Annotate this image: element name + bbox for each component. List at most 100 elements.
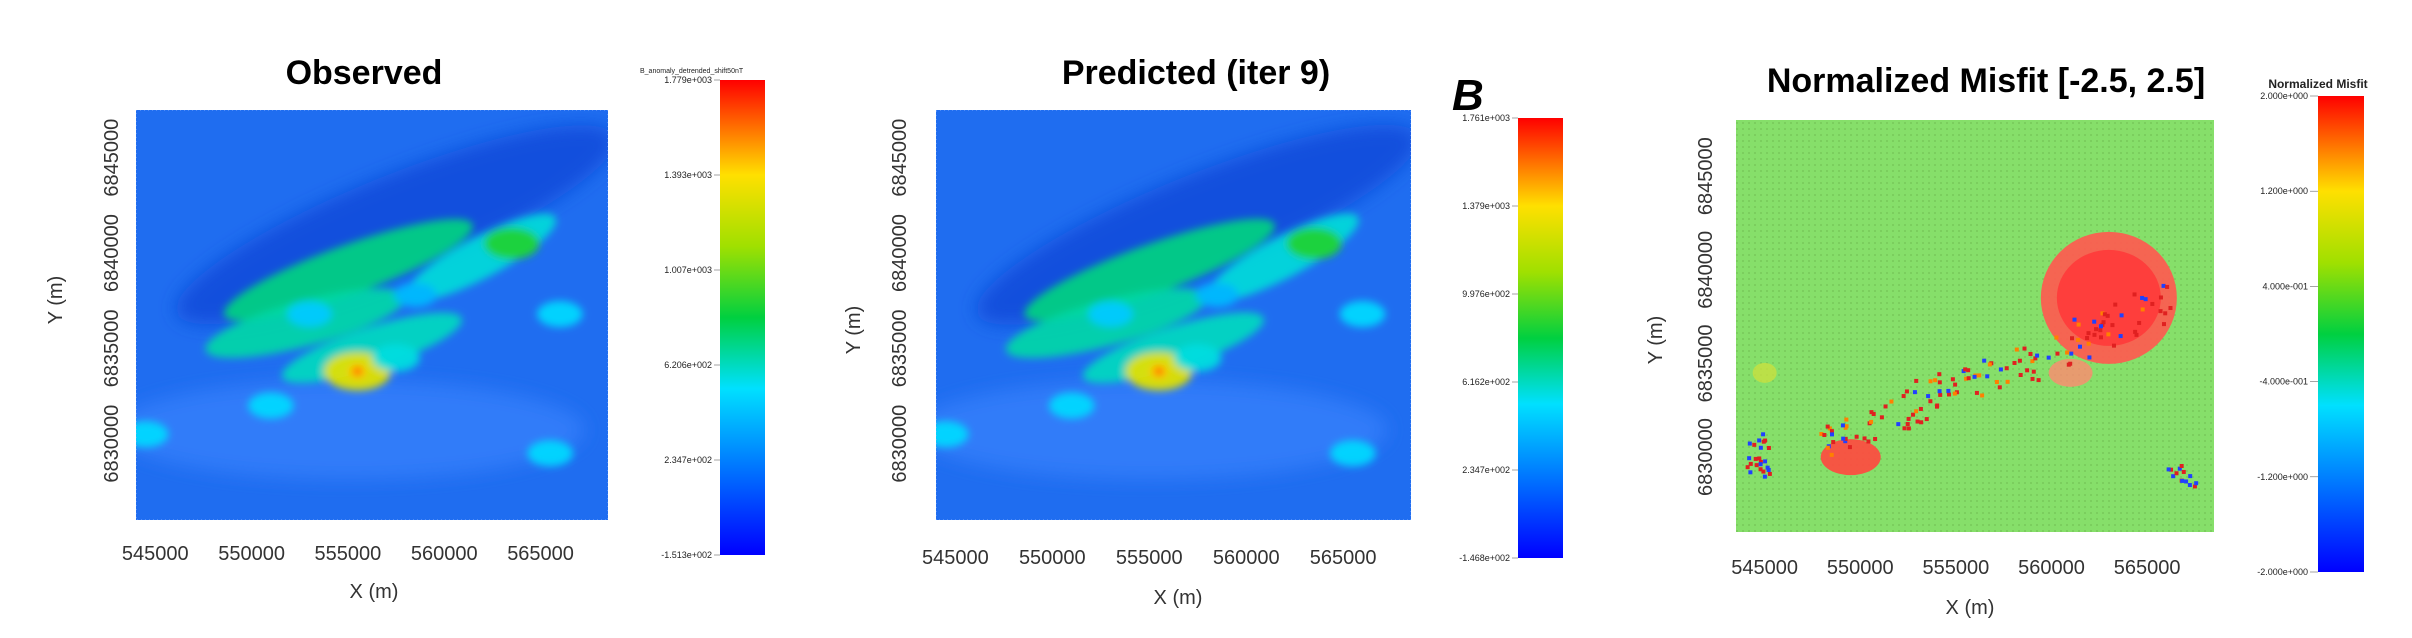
y-tick-label: 6830000 — [101, 405, 123, 483]
misfit-speckle — [2179, 463, 2184, 468]
misfit-speckle — [1904, 389, 1909, 394]
misfit-speckle — [2014, 347, 2019, 352]
misfit-x-label: X (m) — [1946, 597, 1995, 619]
misfit-speckle — [1937, 389, 1942, 394]
x-tick-label: 555000 — [315, 543, 382, 565]
misfit-speckle — [2092, 319, 2097, 324]
misfit-speckle — [2150, 301, 2155, 306]
misfit-colorbar: 2.000e+000 1.200e+000 4.000e-001 -4.000e-00… — [2257, 91, 2364, 577]
x-tick-label: 560000 — [1213, 547, 1280, 569]
x-tick-label: 545000 — [1731, 557, 1798, 579]
misfit-speckle — [1914, 378, 1919, 383]
colorbar-tick-label: 1.779e+003 — [664, 75, 712, 85]
misfit-speckle — [1825, 445, 1830, 450]
misfit-y-ticks: 6830000 6835000 6840000 6845000 — [1695, 137, 1717, 496]
colorbar-tick-label: 1.379e+003 — [1462, 201, 1510, 211]
misfit-speckle — [1748, 461, 1753, 466]
colorbar-gradient — [1518, 118, 1563, 558]
misfit-speckle — [2055, 351, 2060, 356]
misfit-speckle — [1902, 426, 1907, 431]
colorbar-gradient — [720, 80, 765, 555]
misfit-speckle — [2100, 311, 2105, 316]
misfit-speckle — [1974, 390, 1979, 395]
anomaly-point — [1339, 301, 1386, 328]
misfit-speckle — [1766, 445, 1771, 450]
anomaly-belt — [1024, 218, 1276, 321]
anomaly-peak-core — [1154, 367, 1163, 376]
observed-x-label: X (m) — [350, 581, 399, 603]
predicted-x-label: X (m) — [1154, 587, 1203, 609]
misfit-speckle — [1747, 456, 1752, 461]
y-tick-label: 6845000 — [101, 119, 123, 197]
misfit-speckle — [1831, 440, 1836, 445]
misfit-speckle — [2018, 372, 2023, 377]
misfit-speckle — [2036, 378, 2041, 383]
misfit-speckle — [1761, 432, 1766, 437]
misfit-speckle — [1924, 417, 1929, 422]
misfit-speckle — [1914, 409, 1919, 414]
misfit-speckle — [1980, 393, 1985, 398]
misfit-speckle — [2035, 353, 2040, 358]
misfit-speckle — [2105, 313, 2110, 318]
misfit-speckle — [1946, 388, 1951, 393]
misfit-speckle — [1843, 436, 1848, 441]
misfit-panel: Normalized Misfit [-2.5, 2.5] 545000 5500… — [1645, 62, 2368, 619]
misfit-speckle — [1757, 438, 1762, 443]
y-tick-label: 6840000 — [889, 214, 911, 292]
x-tick-label: 545000 — [922, 547, 989, 569]
observed-y-ticks: 6830000 6835000 6840000 6845000 — [101, 119, 123, 483]
misfit-speckle — [1972, 374, 1977, 379]
misfit-speckle — [2070, 336, 2075, 341]
misfit-speckle — [1841, 436, 1846, 441]
misfit-speckle — [1928, 379, 1933, 384]
misfit-speckle — [2143, 297, 2148, 302]
misfit-speckle — [2092, 332, 2097, 337]
misfit-speckle — [2184, 479, 2189, 484]
misfit-speckle — [2101, 320, 2106, 325]
misfit-speckle — [2017, 358, 2022, 363]
misfit-speckle — [2113, 302, 2118, 307]
misfit-speckle — [1847, 445, 1852, 450]
misfit-speckle — [2188, 474, 2193, 479]
misfit-speckle — [1950, 377, 1955, 382]
misfit-speckle — [2077, 344, 2082, 349]
x-tick-label: 560000 — [2018, 557, 2085, 579]
misfit-speckle — [1761, 469, 1766, 474]
misfit-speckle — [2069, 351, 2074, 356]
misfit-speckle — [1758, 445, 1763, 450]
colorbar-tick-label: 6.162e+002 — [1462, 377, 1510, 387]
misfit-speckle — [1937, 380, 1942, 385]
misfit-speckle — [2004, 366, 2009, 371]
misfit-speckle — [1763, 459, 1768, 464]
misfit-speckle — [1827, 426, 1832, 431]
misfit-speckle — [1912, 390, 1917, 395]
anomaly-point — [248, 392, 294, 419]
misfit-speckle — [1918, 406, 1923, 411]
misfit-speckle — [1889, 399, 1894, 404]
predicted-x-ticks: 545000 550000 555000 560000 565000 — [922, 547, 1377, 569]
misfit-speckle — [1953, 382, 1958, 387]
misfit-speckle — [2168, 306, 2173, 311]
misfit-speckle — [1830, 432, 1835, 437]
predicted-y-ticks: 6830000 6835000 6840000 6845000 — [889, 119, 911, 483]
misfit-speckle — [1915, 419, 1920, 424]
misfit-speckle — [1987, 362, 1992, 367]
misfit-speckle — [1869, 410, 1874, 415]
misfit-speckle — [1873, 436, 1878, 441]
misfit-colorbar-title: Normalized Misfit — [2268, 77, 2367, 91]
misfit-title: Normalized Misfit [-2.5, 2.5] — [1767, 62, 2205, 100]
misfit-speckle — [2098, 328, 2103, 333]
misfit-speckle — [2162, 322, 2167, 327]
x-tick-label: 550000 — [218, 543, 285, 565]
misfit-speckle — [1982, 358, 1987, 363]
y-tick-label: 6845000 — [1695, 137, 1717, 215]
misfit-speckle — [2158, 309, 2163, 314]
misfit-speckle — [2030, 359, 2035, 364]
colorbar-tick-label: 2.347e+002 — [664, 455, 712, 465]
misfit-speckle — [2119, 313, 2124, 318]
misfit-speckle — [2046, 355, 2051, 360]
misfit-speckle — [1825, 424, 1830, 429]
misfit-speckle — [1752, 442, 1757, 447]
predicted-colorbar: 1.761e+003 1.379e+003 9.976e+002 6.162e+002… — [1459, 113, 1563, 563]
misfit-speckle — [1935, 403, 1940, 408]
